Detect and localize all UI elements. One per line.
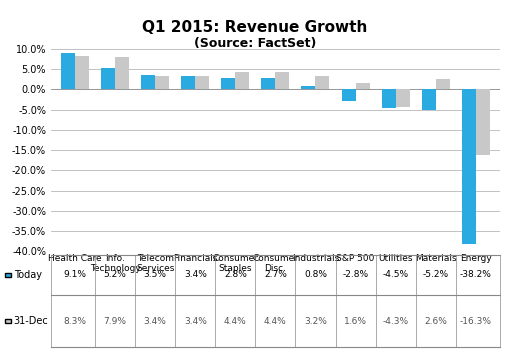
Text: 4.4%: 4.4% (223, 317, 246, 326)
Text: 2.6%: 2.6% (423, 317, 446, 326)
Text: 9.1%: 9.1% (64, 270, 87, 279)
Bar (101, 68, 115, 89)
Text: Q1 2015: Revenue Growth: Q1 2015: Revenue Growth (142, 21, 367, 35)
Text: 0.8%: 0.8% (303, 270, 326, 279)
Text: 3.4%: 3.4% (183, 317, 206, 326)
Bar (275, 72, 289, 89)
Text: 7.9%: 7.9% (103, 317, 126, 326)
Bar (381, 89, 395, 107)
Bar (475, 89, 489, 155)
Text: 2.7%: 2.7% (264, 270, 286, 279)
Text: -38.2%: -38.2% (459, 270, 491, 279)
Bar (355, 83, 369, 89)
Text: 4.4%: 4.4% (264, 317, 286, 326)
Text: 3.5%: 3.5% (144, 270, 166, 279)
Text: 3.4%: 3.4% (183, 270, 206, 279)
Bar (421, 89, 435, 110)
Bar (75, 56, 89, 89)
Bar (435, 79, 449, 89)
Text: 8.3%: 8.3% (64, 317, 87, 326)
Text: -16.3%: -16.3% (459, 317, 491, 326)
Text: 3.2%: 3.2% (303, 317, 326, 326)
Bar (315, 76, 329, 89)
Bar (341, 89, 355, 101)
Text: (Source: FactSet): (Source: FactSet) (193, 37, 316, 50)
Bar (395, 89, 409, 107)
Text: -4.3%: -4.3% (382, 317, 408, 326)
Text: 3.4%: 3.4% (144, 317, 166, 326)
Bar (141, 75, 155, 89)
Text: 5.2%: 5.2% (103, 270, 126, 279)
Text: -2.8%: -2.8% (342, 270, 368, 279)
Bar (461, 89, 475, 244)
Bar (221, 78, 235, 89)
Text: -5.2%: -5.2% (422, 270, 448, 279)
Bar (261, 79, 275, 89)
Bar (235, 72, 249, 89)
Text: 2.8%: 2.8% (223, 270, 246, 279)
Bar (181, 76, 195, 89)
Text: -4.5%: -4.5% (382, 270, 408, 279)
Text: Today: Today (14, 270, 42, 280)
Bar (301, 86, 315, 89)
Bar (195, 76, 209, 89)
Text: 1.6%: 1.6% (344, 317, 366, 326)
Bar (115, 57, 129, 89)
Text: 31-Dec: 31-Dec (14, 316, 48, 326)
Bar (155, 76, 169, 89)
Bar (61, 52, 75, 89)
